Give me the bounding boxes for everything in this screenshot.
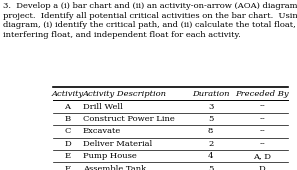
Text: A, D: A, D — [253, 152, 271, 160]
Text: 8: 8 — [208, 127, 213, 135]
Text: Drill Well: Drill Well — [83, 103, 123, 110]
Text: A: A — [64, 103, 71, 110]
Text: D: D — [64, 140, 71, 148]
Text: E: E — [64, 152, 71, 160]
Text: Construct Power Line: Construct Power Line — [83, 115, 175, 123]
Text: --: -- — [259, 103, 265, 110]
Text: Assemble Tank: Assemble Tank — [83, 165, 146, 170]
Text: Pump House: Pump House — [83, 152, 137, 160]
Text: D: D — [259, 165, 266, 170]
Text: 3.  Develop a (i) bar chart and (ii) an activity-on-arrow (AOA) diagram for the : 3. Develop a (i) bar chart and (ii) an a… — [3, 2, 297, 39]
Text: 4: 4 — [208, 152, 214, 160]
Text: Duration: Duration — [192, 89, 229, 98]
Text: C: C — [64, 127, 71, 135]
Text: 5: 5 — [208, 165, 213, 170]
Text: 3: 3 — [208, 103, 213, 110]
Text: Activity: Activity — [51, 89, 84, 98]
Text: Deliver Material: Deliver Material — [83, 140, 152, 148]
Text: Preceded By: Preceded By — [236, 89, 289, 98]
Text: --: -- — [259, 140, 265, 148]
Text: B: B — [64, 115, 71, 123]
Text: --: -- — [259, 115, 265, 123]
Text: 2: 2 — [208, 140, 213, 148]
Text: 5: 5 — [208, 115, 213, 123]
Text: F: F — [65, 165, 70, 170]
Text: Excavate: Excavate — [83, 127, 121, 135]
Text: --: -- — [259, 127, 265, 135]
Text: Activity Description: Activity Description — [83, 89, 167, 98]
